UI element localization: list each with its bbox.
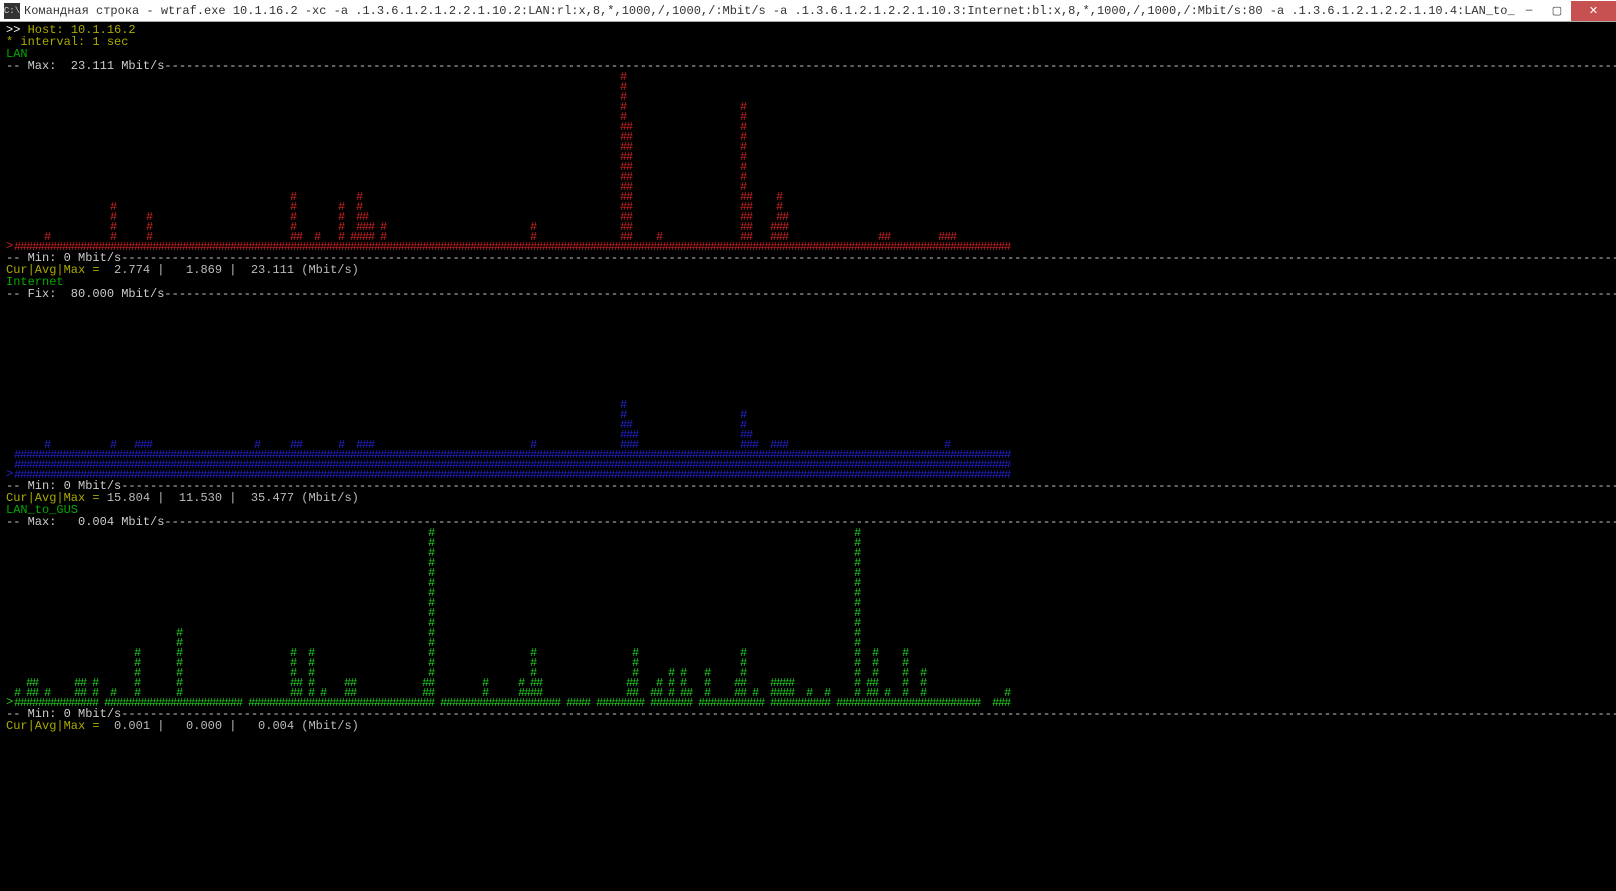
chart-stats: Cur|Avg|Max = 15.804 | 11.530 | 35.477 (… (6, 492, 1610, 504)
chart-area: ########################################… (6, 72, 1610, 252)
terminal-output: >> Host: 10.1.16.2* interval: 1 secLAN--… (0, 22, 1616, 734)
window-titlebar: C:\ Командная строка - wtraf.exe 10.1.16… (0, 0, 1616, 22)
chart-top-line: -- Max: 23.111 Mbit/s-------------------… (6, 60, 1610, 72)
interval-line: * interval: 1 sec (6, 36, 1610, 48)
chart-top-line: -- Fix: 80.000 Mbit/s-------------------… (6, 288, 1610, 300)
chart-area: ########################################… (6, 528, 1610, 708)
host-line: >> Host: 10.1.16.2 (6, 24, 1610, 36)
minimize-button[interactable]: — (1515, 1, 1543, 21)
maximize-button[interactable]: ▢ (1543, 1, 1571, 21)
window-title: Командная строка - wtraf.exe 10.1.16.2 -… (24, 4, 1515, 18)
chart-area: ########################################… (6, 300, 1610, 480)
app-icon: C:\ (4, 3, 20, 19)
chart-stats: Cur|Avg|Max = 0.001 | 0.000 | 0.004 (Mbi… (6, 720, 1610, 732)
close-button[interactable]: ✕ (1571, 1, 1616, 21)
chart-top-line: -- Max: 0.004 Mbit/s--------------------… (6, 516, 1610, 528)
chart-stats: Cur|Avg|Max = 2.774 | 1.869 | 23.111 (Mb… (6, 264, 1610, 276)
